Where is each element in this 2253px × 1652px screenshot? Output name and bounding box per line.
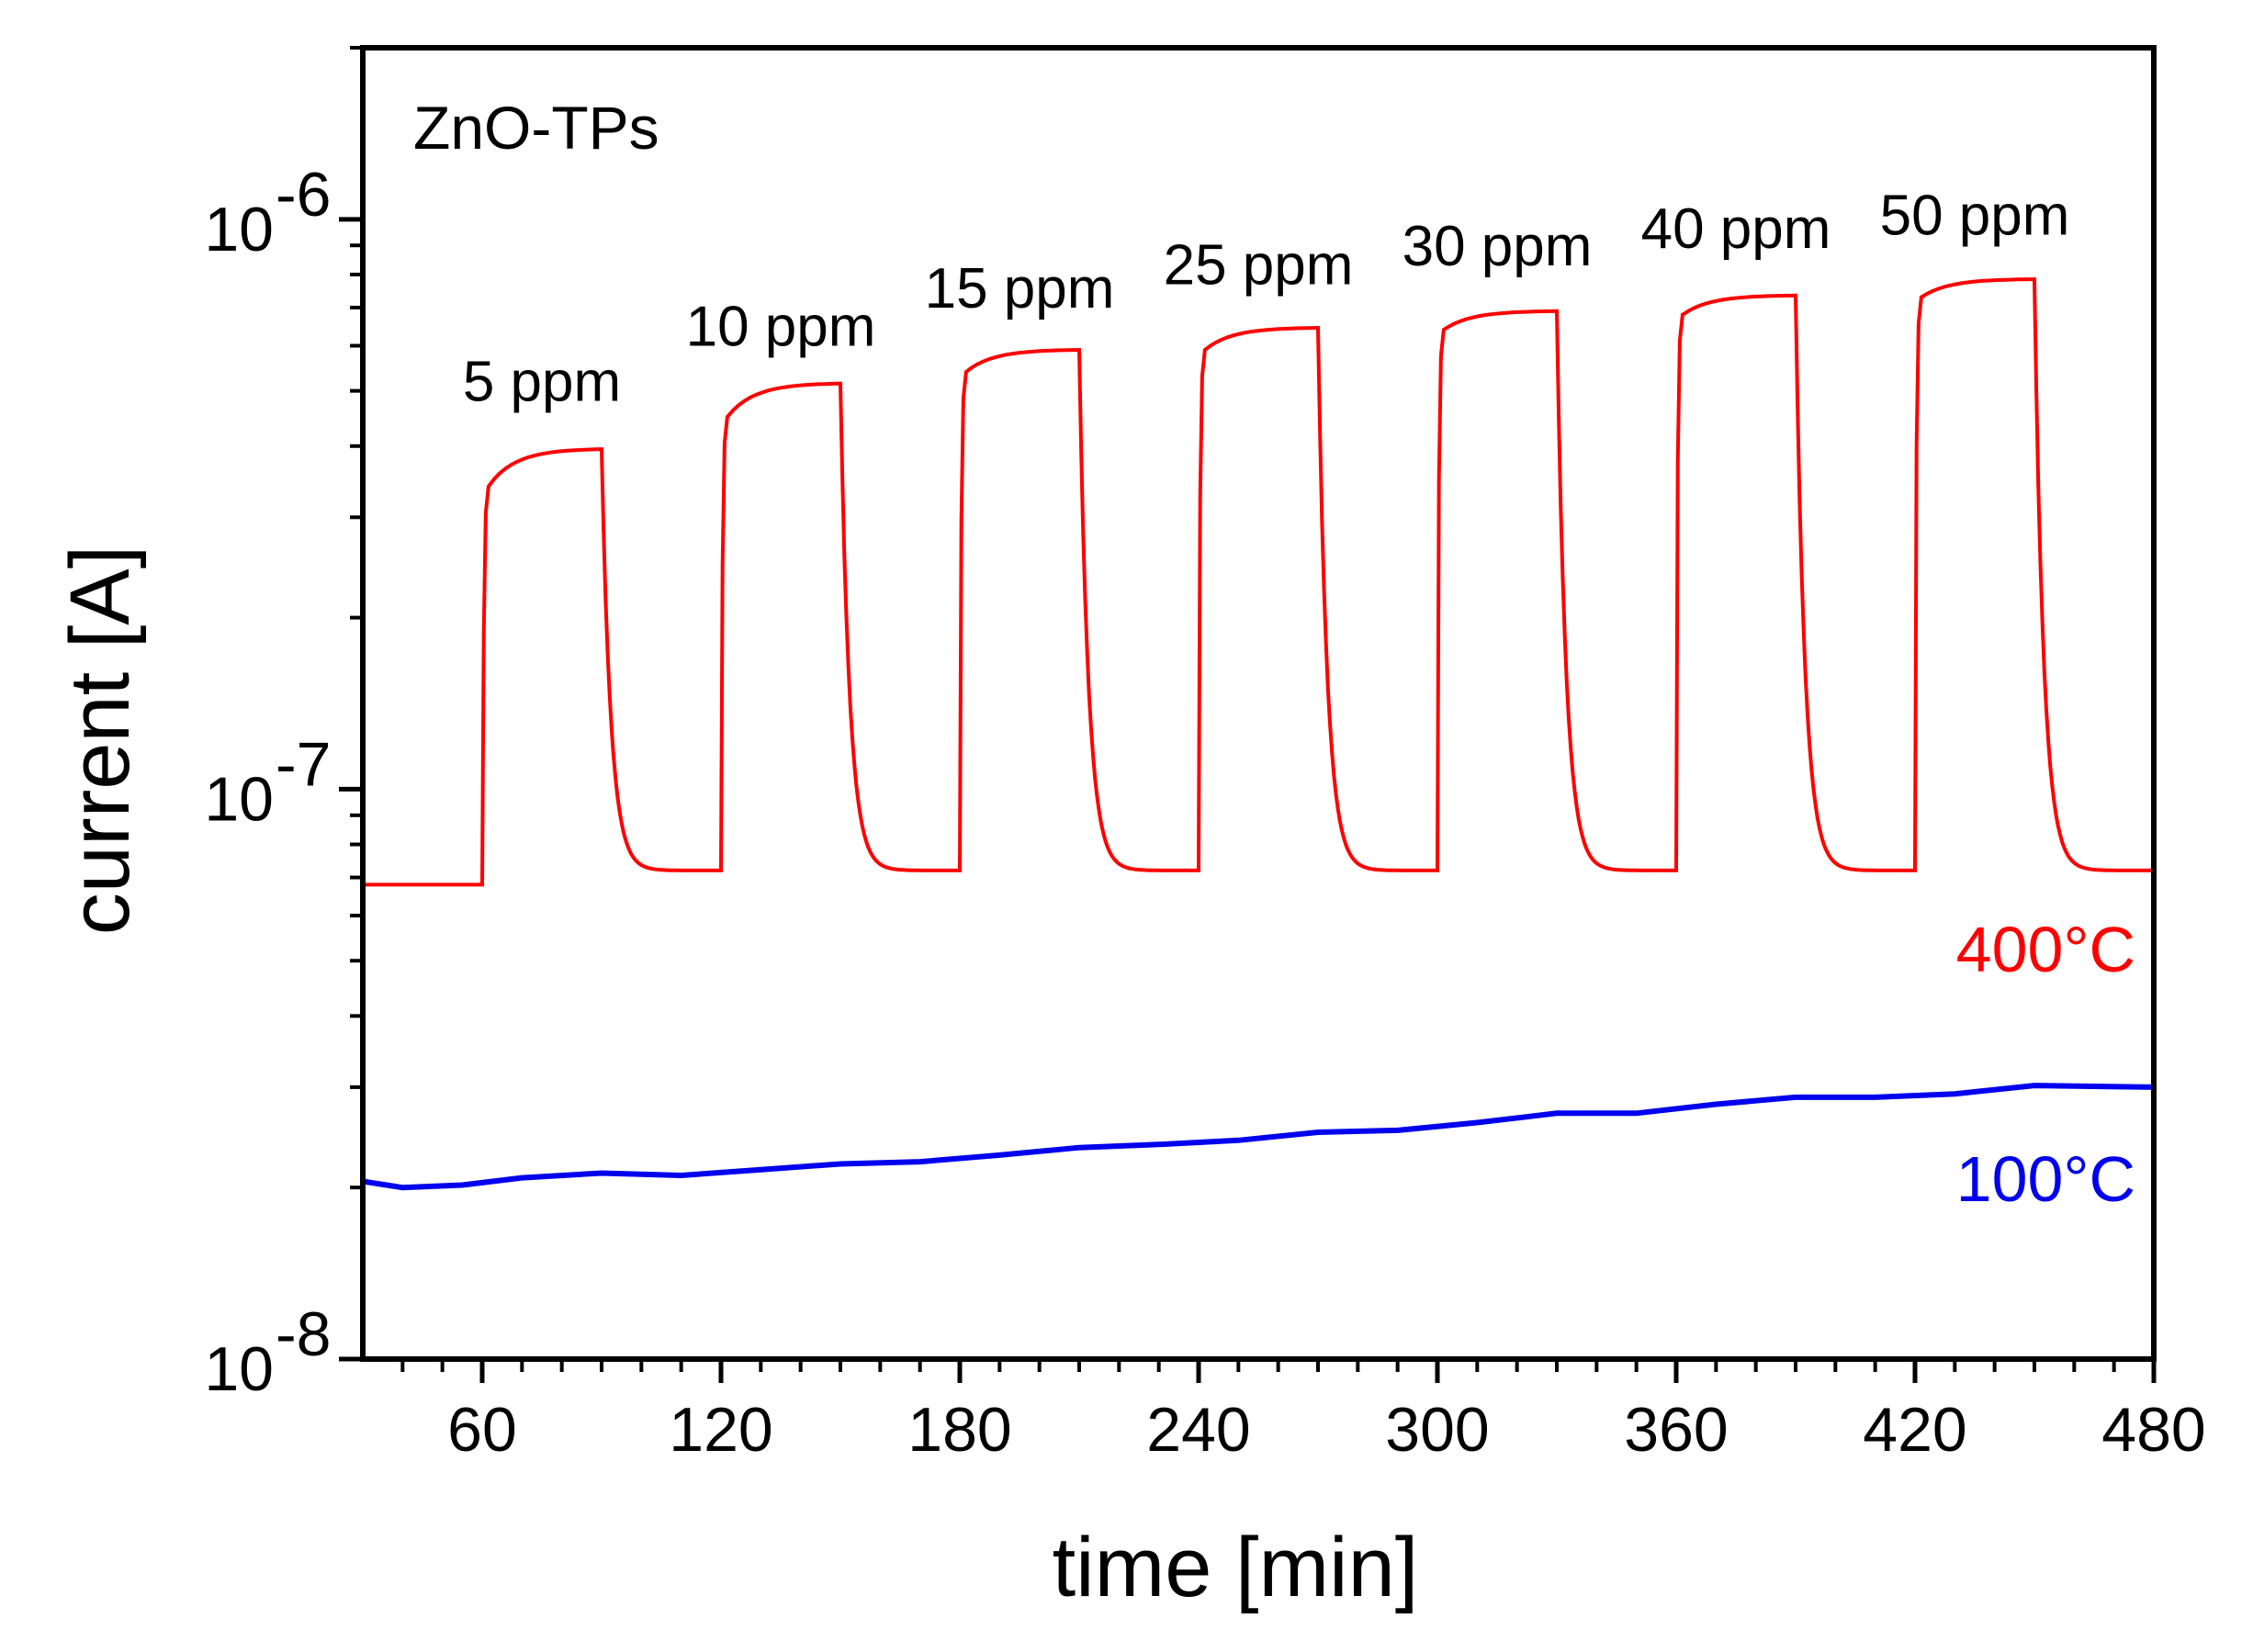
- series-label-400c: 400°C: [1956, 914, 2135, 985]
- concentration-label: 50 ppm: [1880, 184, 2070, 247]
- concentration-label: 25 ppm: [1164, 233, 1354, 297]
- plot-frame: [360, 45, 2157, 1362]
- x-tick-label: 360: [1624, 1395, 1728, 1465]
- y-axis-tick-labels: 10-610-710-8: [204, 160, 331, 1404]
- y-tick-exponent: -6: [276, 160, 331, 230]
- y-axis-ticks: [339, 46, 363, 1362]
- concentration-label: 40 ppm: [1641, 197, 1831, 261]
- series-label-100c: 100°C: [1956, 1143, 2135, 1215]
- concentration-label: 5 ppm: [463, 351, 621, 414]
- x-axis-tick-labels: 60 120 180 240 300 360 420 480: [447, 1395, 2206, 1465]
- x-axis-title: time [min]: [1053, 1521, 1419, 1614]
- y-axis-title: current [A]: [53, 545, 147, 935]
- chart-title: ZnO-TPs: [413, 94, 659, 162]
- series-line-100c: [362, 1083, 2155, 1191]
- x-tick-label: 120: [669, 1395, 772, 1465]
- y-tick-exponent: -7: [276, 729, 331, 799]
- concentration-label: 15 ppm: [925, 257, 1115, 320]
- concentration-label: 30 ppm: [1402, 215, 1593, 278]
- concentration-label: 10 ppm: [686, 295, 876, 358]
- x-axis-ticks: [400, 1359, 2157, 1383]
- x-tick-label: 480: [2101, 1395, 2205, 1465]
- x-tick-label: 180: [907, 1395, 1011, 1465]
- series-line-400c: [363, 277, 2154, 887]
- y-tick-label: 10: [204, 1334, 274, 1404]
- x-tick-label: 240: [1146, 1395, 1250, 1465]
- plot-area: [362, 277, 2155, 1191]
- x-tick-label: 300: [1385, 1395, 1489, 1465]
- x-tick-label: 420: [1863, 1395, 1966, 1465]
- y-tick-label: 10: [204, 195, 274, 264]
- y-tick-exponent: -8: [276, 1299, 331, 1369]
- x-tick-label: 60: [447, 1395, 517, 1465]
- concentration-annotations: 5 ppm 10 ppm 15 ppm 25 ppm 30 ppm 40 ppm 50 pp…: [463, 184, 2070, 413]
- y-tick-label: 10: [204, 764, 274, 834]
